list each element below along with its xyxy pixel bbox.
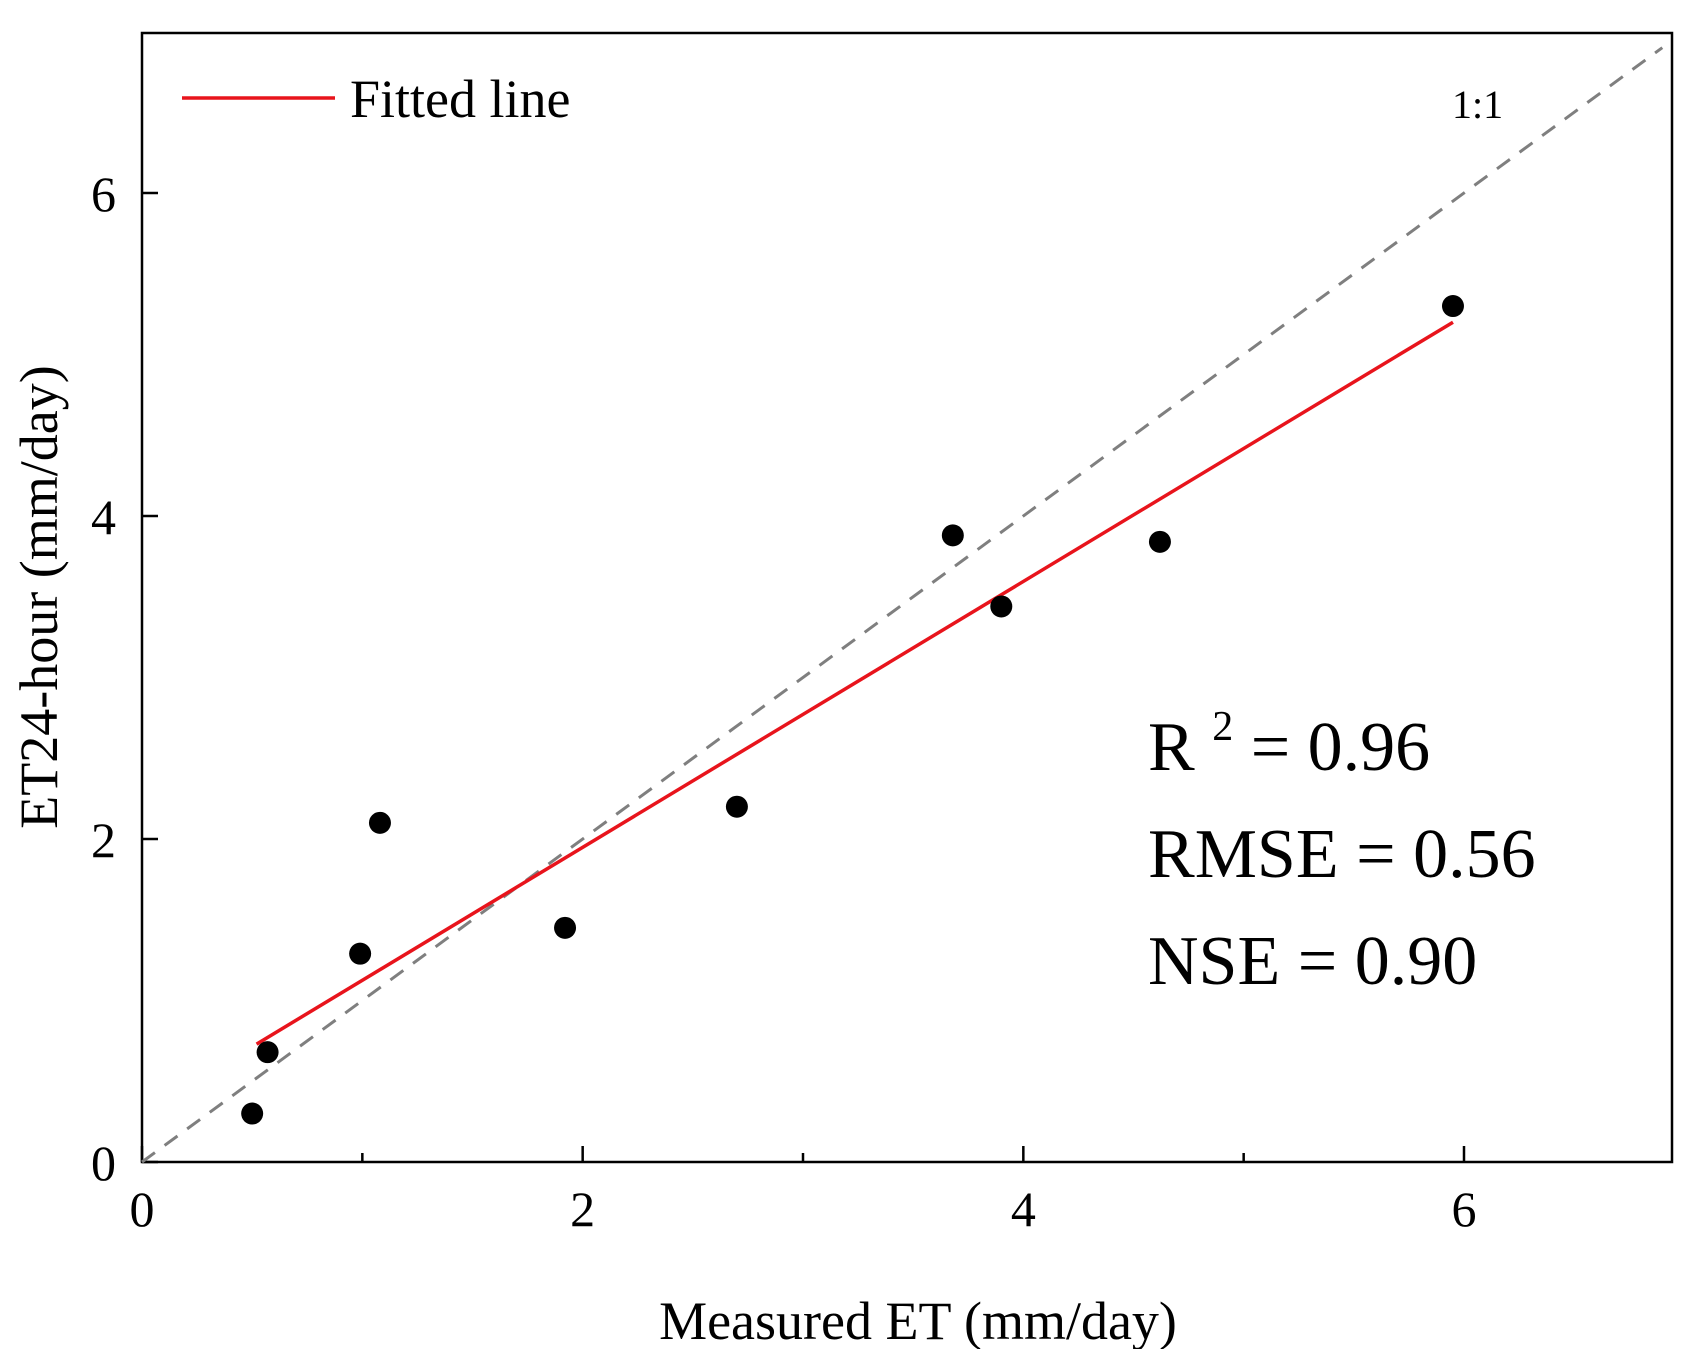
data-point-3 xyxy=(349,942,372,965)
reference-line-label: 1:1 xyxy=(1452,82,1503,127)
plot-frame xyxy=(140,31,1674,1164)
stat-r2-value: = 0.96 xyxy=(1251,709,1430,786)
y-tick-label-0: 0 xyxy=(91,1135,116,1191)
data-point-1 xyxy=(241,1102,264,1125)
y-tick-label-4: 4 xyxy=(91,489,116,545)
data-point-6 xyxy=(725,795,748,818)
axis-ticks: 0 2 4 6 0 2 4 6 xyxy=(91,166,1477,1237)
reference-line-1-1 xyxy=(141,46,1664,1164)
data-point-2 xyxy=(256,1041,279,1064)
data-point-5 xyxy=(554,916,577,939)
x-tick-label-4: 4 xyxy=(1011,1181,1036,1237)
statistics-annotation: R 2 = 0.96 RMSE = 0.56 NSE = 0.90 xyxy=(1148,679,1536,1000)
x-axis-label: Measured ET (mm/day) xyxy=(659,1291,1177,1349)
reference-line-group xyxy=(141,46,1664,1164)
x-tick-label-2: 2 xyxy=(570,1181,595,1237)
x-tick-label-0: 0 xyxy=(130,1181,155,1237)
stat-r2-exponent: 2 xyxy=(1212,704,1233,750)
fitted-line-group xyxy=(255,320,1454,1046)
data-point-9 xyxy=(1148,530,1171,553)
data-point-10 xyxy=(1441,295,1464,318)
data-point-8 xyxy=(990,595,1013,618)
stat-nse: NSE = 0.90 xyxy=(1148,923,1477,1000)
fitted-line xyxy=(255,320,1454,1046)
x-tick-label-6: 6 xyxy=(1452,1181,1477,1237)
stat-rmse: RMSE = 0.56 xyxy=(1148,816,1536,893)
y-tick-label-6: 6 xyxy=(91,166,116,222)
y-tick-label-2: 2 xyxy=(91,812,116,868)
data-points xyxy=(241,295,1464,1125)
data-point-4 xyxy=(368,811,391,834)
y-axis-label: ET24-hour (mm/day) xyxy=(9,365,69,828)
stat-r2-base: R xyxy=(1148,709,1195,786)
legend-label: Fitted line xyxy=(350,69,570,129)
legend: Fitted line xyxy=(182,69,570,129)
stat-r2: R 2 = 0.96 xyxy=(1148,679,1430,786)
data-point-7 xyxy=(941,524,964,547)
